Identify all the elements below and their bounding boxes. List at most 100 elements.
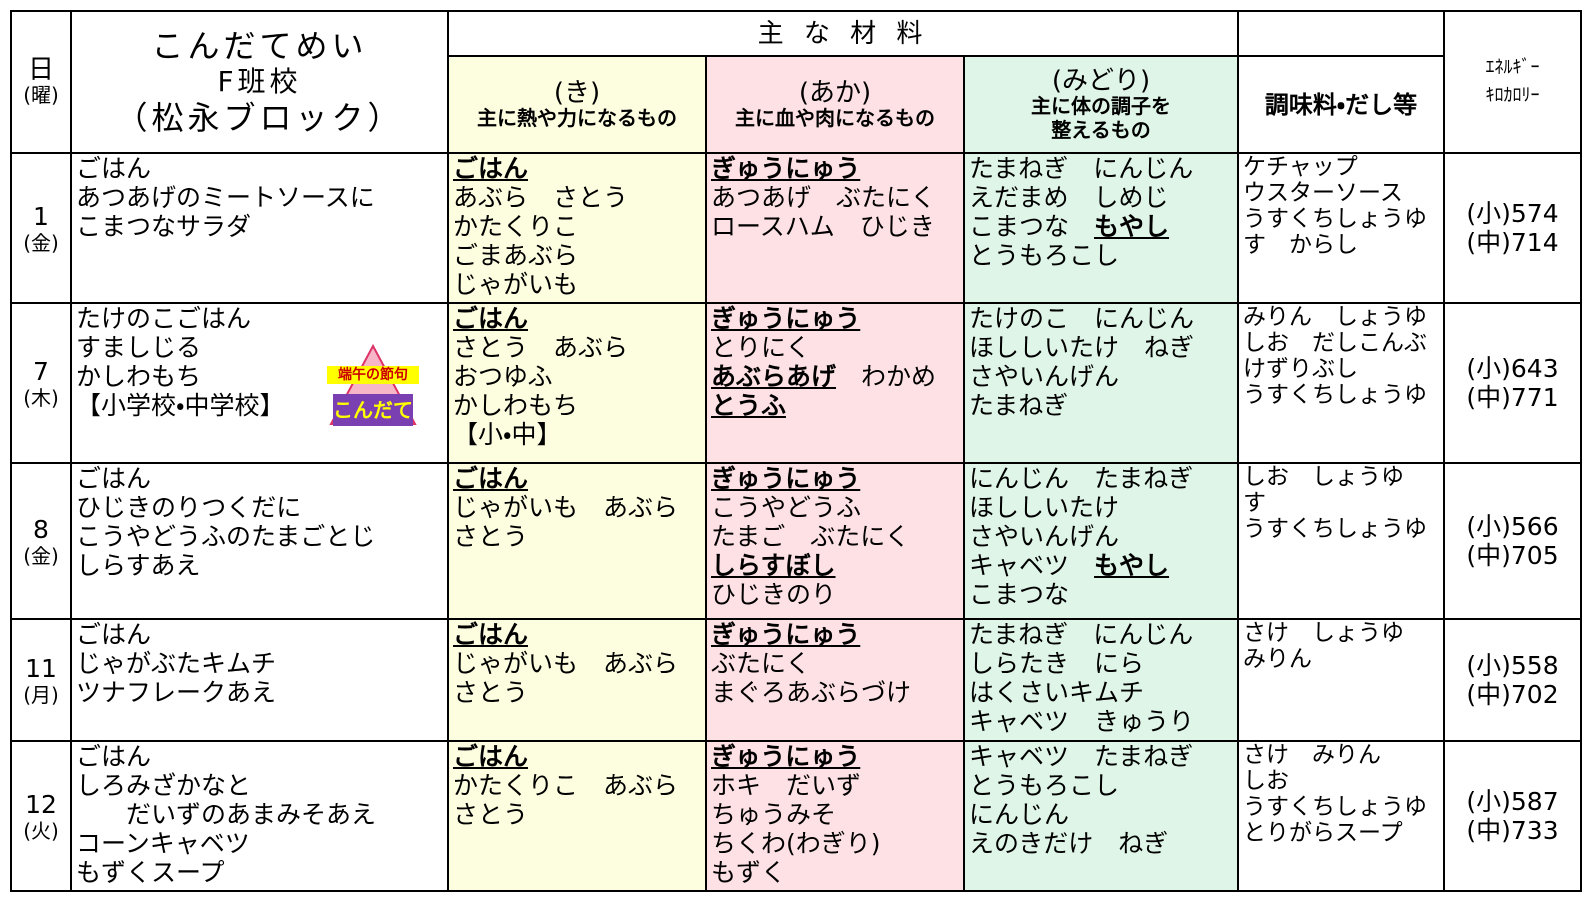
text-line: ひじきのり: [711, 580, 837, 609]
highlight-text: ぎゅうにゅう: [711, 304, 861, 333]
seasoning-header: 調味料・だし等: [1237, 55, 1445, 154]
text-line: (中)705: [1466, 541, 1559, 570]
weekday: (金): [23, 230, 59, 255]
midori-cell: にんじん たまねぎ ほししいたけ さやいんげん キャベツ もやし こまつな: [963, 462, 1239, 620]
text-line: まぐろあぶらづけ: [711, 678, 912, 707]
header-text: (曜): [23, 83, 59, 107]
text-line: たまねぎ にんじん: [969, 154, 1194, 183]
badge-band: [333, 394, 413, 426]
text-line: えのきだけ ねぎ: [969, 829, 1169, 858]
energy-cell: (小)574 (中)714: [1443, 152, 1582, 304]
seasoning-cell: みりん しょうゆ しお だしこんぶ けずりぶし うすくちしょうゆ: [1237, 302, 1445, 464]
text-line: はくさいキムチ: [969, 678, 1145, 707]
text-line: す からし: [1243, 232, 1358, 258]
day: 12: [25, 789, 57, 819]
text-line: 【小・中】: [453, 420, 562, 449]
aka-cell: ぎゅうにゅう あつあげ ぶたにく ロースハム ひじき: [705, 152, 965, 304]
text-line: ほししいたけ: [969, 493, 1120, 522]
text-line: こまつなサラダ: [76, 212, 252, 241]
text-line: さけ しょうゆ: [1243, 620, 1404, 646]
day-cell: 8 (金): [10, 462, 72, 620]
text-line: かしわもち: [76, 362, 202, 391]
header-text: 主に血や肉になるもの: [735, 105, 935, 130]
text-line: あつあげ ぶたにく: [711, 183, 936, 212]
badge-text: 端午の節句: [327, 366, 419, 384]
highlight-text: とうふ: [711, 391, 787, 420]
energy-cell: (小)558 (中)702: [1443, 618, 1582, 742]
ki-cell: ごはん さとう あぶら おつゆふ かしわもち 【小・中】: [447, 302, 707, 464]
ki-cell: ごはん じゃがいも あぶら さとう: [447, 462, 707, 620]
text-line: ごまあぶら: [453, 241, 579, 270]
text-line: うすくちしょうゆ: [1243, 382, 1427, 408]
text-line: じゃがいも あぶら: [453, 493, 679, 522]
highlight-text: ごはん: [453, 464, 529, 493]
text-line: コーンキャベツ: [76, 829, 250, 858]
text-line: たけのこ にんじん: [969, 304, 1195, 333]
menu-cell: ごはん じゃがぶたキムチ ツナフレークあえ: [70, 618, 449, 742]
midori-cell: たけのこ にんじん ほししいたけ ねぎ さやいんげん たまねぎ: [963, 302, 1239, 464]
day-cell: 7 (木): [10, 302, 72, 464]
text-line: こうやどうふ: [711, 493, 862, 522]
text-line: (小)587: [1466, 787, 1559, 816]
text-line: (中)733: [1466, 816, 1559, 845]
highlight-text: ぎゅうにゅう: [711, 154, 861, 183]
badge-text: こんだて: [333, 398, 413, 422]
highlight-text: ごはん: [453, 620, 529, 649]
text-line: ひじきのりつくだに: [76, 493, 302, 522]
text-line: ごはん: [453, 304, 701, 333]
text-line: えだまめ しめじ: [969, 183, 1169, 212]
text-line: ホキ だいず: [711, 771, 862, 800]
menu-cell: ごはん ひじきのりつくだに こうやどうふのたまごとじ しらすあえ: [70, 462, 449, 620]
ki-cell: ごはん じゃがいも あぶら さとう: [447, 618, 707, 742]
text-line: さとう: [453, 522, 529, 551]
text-line: す: [1243, 490, 1266, 516]
text-line: ごはん: [76, 620, 152, 649]
text-line: しらすぼし: [711, 551, 959, 580]
text-line: ごはん: [76, 154, 152, 183]
text-line: にんじん たまねぎ: [969, 464, 1194, 493]
text-line: おつゆふ: [453, 362, 553, 391]
ki-cell: ごはん かたくりこ あぶら さとう: [447, 740, 707, 892]
text-line: こうやどうふのたまごとじ: [76, 522, 376, 551]
weekday: (金): [23, 543, 59, 568]
text-line: たまねぎ にんじん: [969, 620, 1194, 649]
text-line: (中)702: [1466, 680, 1559, 709]
highlight-text: ぎゅうにゅう: [711, 464, 861, 493]
text-line: ごはん: [453, 464, 701, 493]
highlight-text: ごはん: [453, 154, 529, 183]
text-line: すましじる: [76, 333, 202, 362]
seasoning-cell: さけ みりん しお うすくちしょうゆ とりがらスープ: [1237, 740, 1445, 892]
menu-table: 日 (曜) こんだてめい F班校 （松永ブロック） 主 な 材 料 ｴﾈﾙｷﾞｰ ｷﾛｶ…: [10, 10, 1582, 892]
aka-cell: ぎゅうにゅう こうやどうふ たまご ぶたにく しらすぼし ひじきのり: [705, 462, 965, 620]
text-line: さやいんげん: [969, 522, 1120, 551]
text-line: さとう: [453, 678, 529, 707]
seasoning-cell: しお しょうゆすうすくちしょうゆ: [1237, 462, 1445, 620]
text-line: キャベツ たまねぎ: [969, 742, 1194, 771]
header-text: ｴﾈﾙｷﾞｰ: [1485, 57, 1540, 78]
text-line: もずくスープ: [76, 858, 225, 887]
weekday: (火): [23, 818, 59, 843]
text-line: こまつな もやし: [969, 212, 1233, 241]
highlight-text: ぎゅうにゅう: [711, 620, 861, 649]
highlight-text: しらすぼし: [711, 551, 836, 580]
header-text: 主に熱や力になるもの: [477, 105, 677, 130]
day-cell: 12 (火): [10, 740, 72, 892]
text-line: しらたき にら: [969, 649, 1145, 678]
seasoning-cell: さけ しょうゆ みりん: [1237, 618, 1445, 742]
header-text: (みどり): [1051, 65, 1151, 96]
header-text: 整えるもの: [1051, 117, 1151, 142]
text-line: キャベツ きゅうり: [969, 707, 1195, 736]
day: 8: [33, 514, 49, 544]
text-line: ちゅうみそ: [711, 800, 837, 829]
weekday: (月): [23, 682, 59, 707]
text: キャベツ: [969, 551, 1095, 580]
text-line: (小)566: [1466, 512, 1559, 541]
header-text: ｷﾛｶﾛﾘｰ: [1485, 85, 1540, 106]
text-line: ごはん: [453, 154, 701, 183]
text-line: さとう: [453, 800, 529, 829]
text-line: あぶら さとう: [453, 183, 629, 212]
highlight-text: ごはん: [453, 304, 529, 333]
text-line: ぎゅうにゅう: [711, 464, 959, 493]
text-line: うすくちしょうゆ: [1243, 206, 1427, 232]
text-line: ぎゅうにゅう: [711, 743, 959, 771]
